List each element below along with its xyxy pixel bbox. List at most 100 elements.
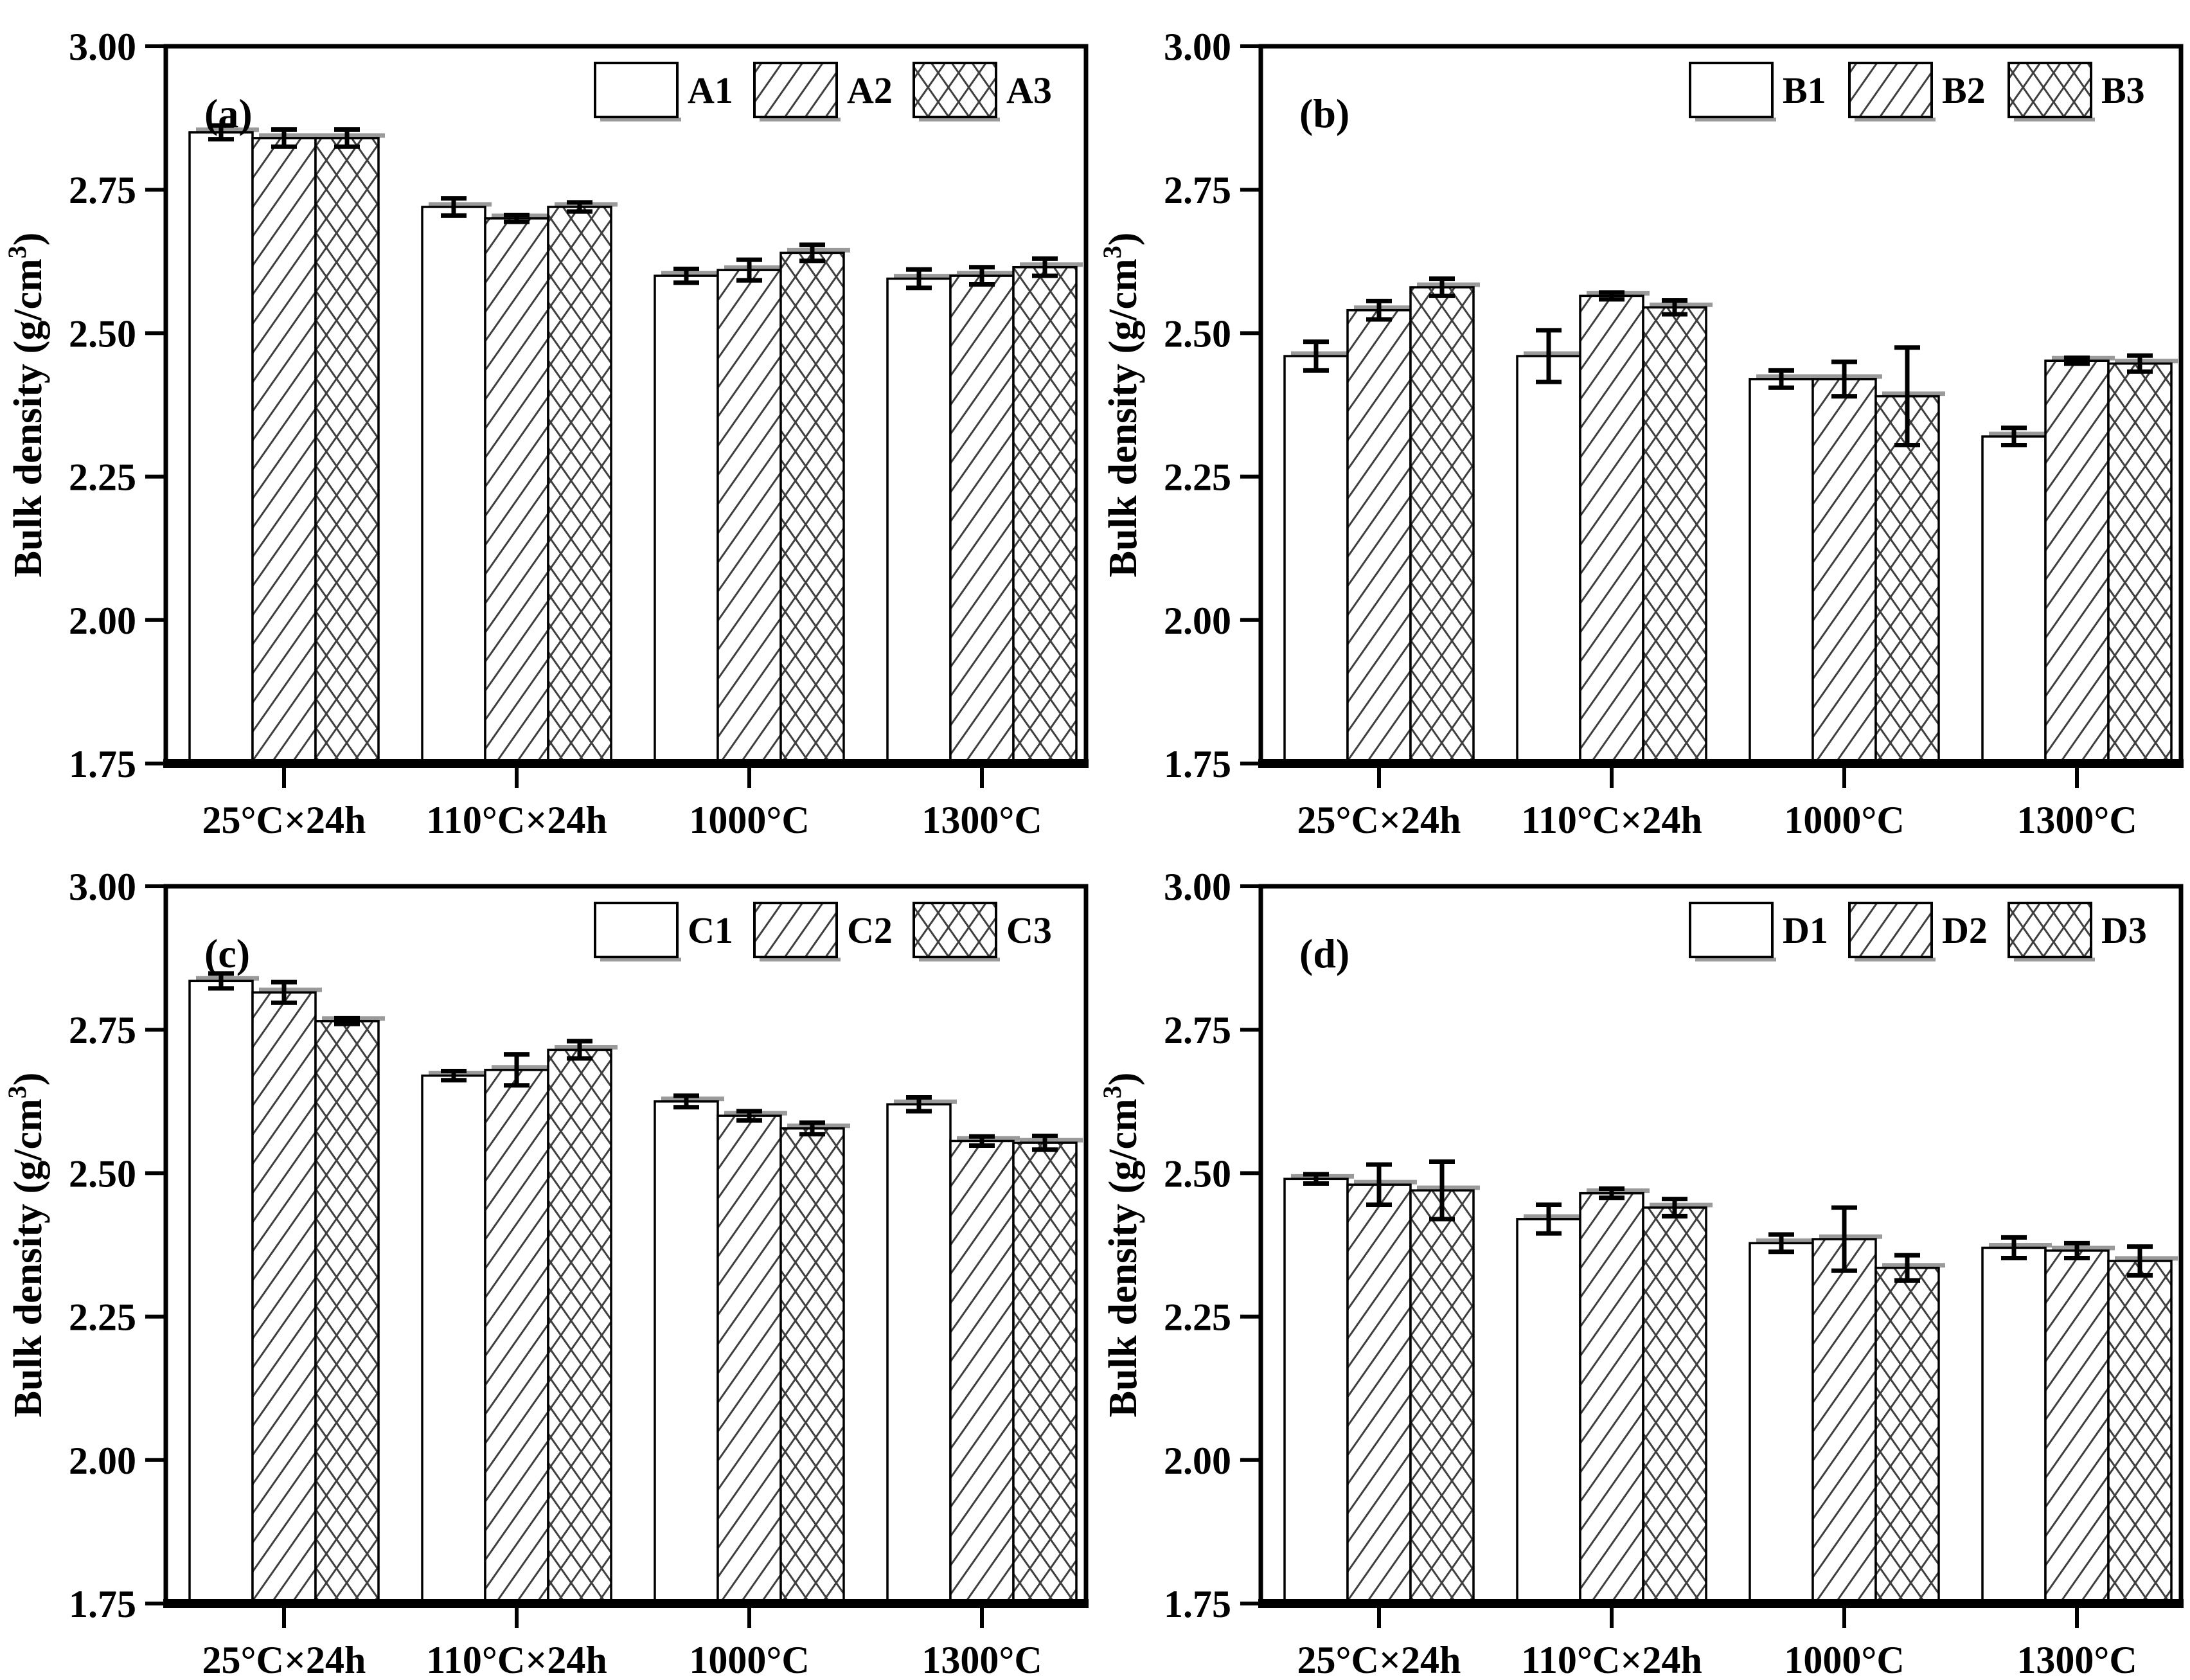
y-tick-label: 2.75 bbox=[69, 1009, 136, 1051]
y-axis-title: Bulk density (g/cm3) bbox=[3, 233, 50, 578]
x-tick-label: 25°C×24h bbox=[1297, 1639, 1461, 1680]
bar-hatch bbox=[1411, 287, 1473, 764]
x-tick-label: 25°C×24h bbox=[1297, 799, 1461, 840]
x-tick-label: 1000°C bbox=[689, 799, 809, 840]
error-bar bbox=[1894, 1253, 1920, 1283]
error-bar bbox=[1032, 256, 1058, 278]
legend-label: A3 bbox=[1006, 69, 1052, 111]
error-bar bbox=[2001, 1235, 2027, 1261]
bar-hatch bbox=[1643, 307, 1706, 764]
error-bar bbox=[208, 123, 234, 142]
bar-hatch bbox=[1348, 310, 1411, 764]
bar-hatch bbox=[1348, 1184, 1411, 1604]
error-bar bbox=[504, 212, 530, 224]
error-bar bbox=[2127, 353, 2153, 374]
error-bar bbox=[969, 265, 995, 287]
y-tick-label: 2.50 bbox=[69, 1152, 136, 1195]
bar-hatch bbox=[316, 138, 378, 764]
error-bar bbox=[673, 1093, 699, 1110]
x-tick-label: 1000°C bbox=[1784, 1639, 1904, 1680]
panel-letter: (c) bbox=[204, 931, 250, 976]
error-bar bbox=[441, 196, 467, 218]
y-tick-label: 2.75 bbox=[1164, 1009, 1231, 1051]
error-bar bbox=[1662, 298, 1687, 317]
y-axis-title: Bulk density (g/cm3) bbox=[1098, 1073, 1145, 1418]
bar bbox=[655, 1101, 718, 1604]
bar bbox=[887, 1104, 950, 1604]
legend-item: B3 bbox=[2008, 62, 2145, 121]
legend-item: B2 bbox=[1848, 62, 1986, 121]
y-tick-label: 2.25 bbox=[1164, 456, 1231, 499]
error-bar bbox=[2064, 355, 2090, 366]
error-bar bbox=[2001, 425, 2027, 447]
bar bbox=[1982, 1247, 2045, 1604]
error-bar bbox=[1366, 1162, 1392, 1208]
panel-letter: (b) bbox=[1299, 91, 1349, 136]
error-bar bbox=[271, 127, 297, 149]
bar bbox=[190, 981, 253, 1604]
bar bbox=[1982, 436, 2045, 764]
x-tick-label: 1300°C bbox=[921, 799, 1042, 840]
bar bbox=[1750, 1243, 1813, 1604]
legend-item: C1 bbox=[594, 902, 733, 961]
x-tick-label: 25°C×24h bbox=[202, 799, 366, 840]
bar-hatch bbox=[1580, 1193, 1643, 1604]
legend-label: D2 bbox=[1942, 909, 1988, 951]
panel-c: Bulk density (g/cm3) 3.00 2.75 2.50 2.25 2.00… bbox=[0, 840, 1095, 1680]
x-tick-label: 1000°C bbox=[689, 1639, 809, 1680]
y-tick-label: 3.00 bbox=[69, 866, 136, 908]
legend-label: B2 bbox=[1942, 69, 1986, 111]
error-bar bbox=[567, 200, 592, 214]
x-tick-label: 1300°C bbox=[921, 1639, 1042, 1680]
error-bar bbox=[271, 979, 297, 1005]
error-bar bbox=[208, 971, 234, 991]
legend-label: D1 bbox=[1783, 909, 1828, 951]
bar-hatch bbox=[253, 992, 316, 1604]
bar bbox=[190, 132, 253, 764]
bar-hatch bbox=[718, 270, 781, 764]
legend-label: A2 bbox=[847, 69, 893, 111]
error-bar bbox=[736, 1109, 762, 1123]
y-tick-label: 2.25 bbox=[69, 1296, 136, 1339]
x-tick-label: 25°C×24h bbox=[202, 1639, 366, 1680]
y-tick-label: 1.75 bbox=[1164, 743, 1231, 785]
legend-label: A1 bbox=[688, 69, 733, 111]
bar bbox=[1750, 379, 1813, 764]
error-bar bbox=[1599, 1186, 1625, 1201]
y-tick-label: 2.75 bbox=[69, 169, 136, 211]
chart-panel-b: Bulk density (g/cm3) 3.00 2.75 2.50 2.25 2.00… bbox=[1098, 26, 2184, 840]
bar bbox=[1285, 356, 1348, 764]
bar-hatch bbox=[1876, 396, 1939, 764]
bar bbox=[655, 276, 718, 764]
bar-hatch bbox=[548, 1050, 611, 1604]
x-tick-label: 1300°C bbox=[2016, 799, 2137, 840]
bar-hatch bbox=[718, 1116, 781, 1604]
panel-letter: (a) bbox=[204, 91, 253, 136]
error-bar bbox=[567, 1039, 592, 1061]
bar-hatch bbox=[781, 1128, 844, 1604]
bar bbox=[887, 278, 950, 764]
bar-hatch bbox=[2108, 1260, 2171, 1604]
legend-label: C1 bbox=[688, 909, 733, 951]
error-bar bbox=[1366, 298, 1392, 322]
error-bar bbox=[1032, 1133, 1058, 1152]
bar bbox=[422, 1075, 485, 1604]
legend-item: C2 bbox=[753, 902, 893, 961]
bar-hatch bbox=[485, 218, 548, 764]
y-tick-label: 3.00 bbox=[69, 26, 136, 68]
chart-panel-a: Bulk density (g/cm3) 3.00 2.75 2.50 2.25 2.00… bbox=[3, 26, 1089, 840]
y-tick-label: 1.75 bbox=[69, 743, 136, 785]
error-bar bbox=[736, 257, 762, 283]
error-bar bbox=[504, 1052, 530, 1088]
legend-item: A3 bbox=[912, 62, 1052, 121]
bar-hatch bbox=[1876, 1267, 1939, 1604]
legend-label: B1 bbox=[1783, 69, 1826, 111]
bar-hatch bbox=[548, 206, 611, 764]
x-tick-label: 110°C×24h bbox=[1521, 799, 1702, 840]
error-bar bbox=[2064, 1240, 2090, 1261]
bar-hatch bbox=[1813, 379, 1876, 764]
error-bar bbox=[1768, 1232, 1794, 1255]
legend-swatch bbox=[595, 63, 677, 117]
bar-hatch bbox=[781, 253, 844, 764]
